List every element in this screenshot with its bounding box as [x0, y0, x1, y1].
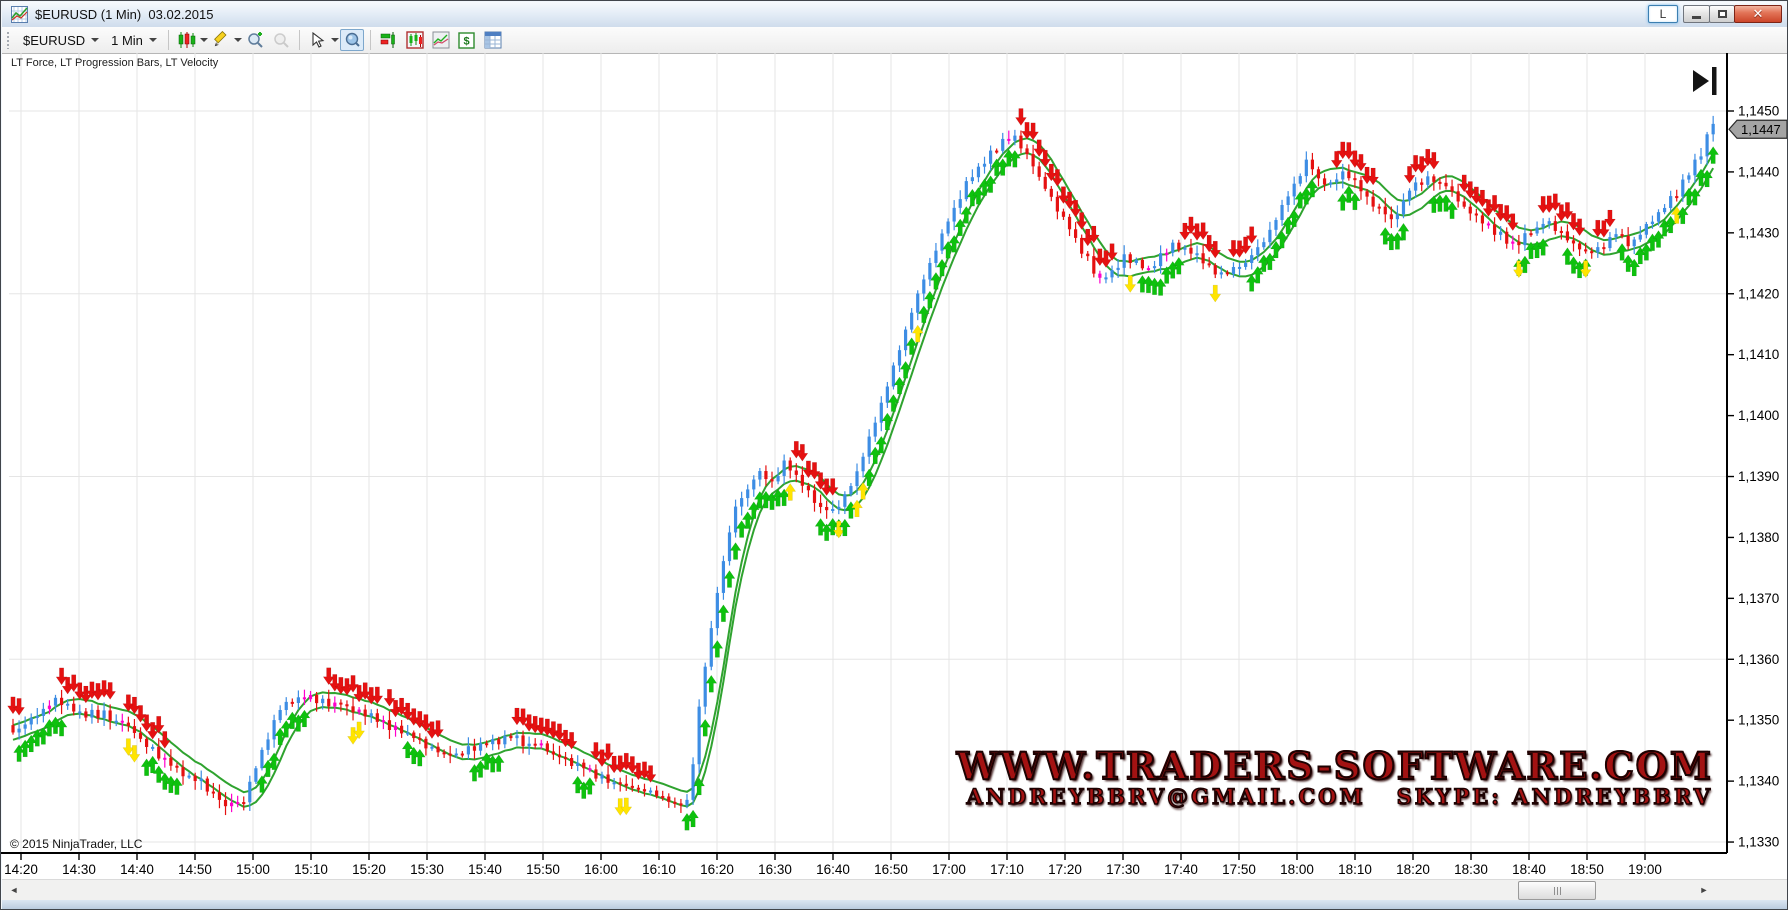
window-title: $EURUSD (1 Min) 03.02.2015 — [35, 7, 214, 22]
title-bar[interactable]: $EURUSD (1 Min) 03.02.2015 L ✕ — [2, 2, 1787, 28]
indicators-icon — [380, 32, 395, 48]
account-performance-button[interactable]: $ — [455, 29, 479, 51]
data-box-button[interactable] — [339, 29, 364, 51]
close-icon: ✕ — [1752, 6, 1764, 21]
cursor-icon — [312, 32, 325, 48]
scroll-left-arrow[interactable]: ◄ — [9, 885, 19, 895]
zoom-in-icon — [248, 32, 263, 48]
horizontal-scrollbar[interactable]: ◄ ► — [2, 879, 1787, 900]
chart-style-button[interactable] — [175, 29, 199, 51]
strategies-icon — [432, 31, 450, 49]
chevron-down-icon[interactable] — [199, 38, 208, 42]
zoom-out-icon — [274, 33, 289, 48]
data-grid-icon — [484, 31, 502, 49]
chevron-down-icon — [148, 38, 157, 42]
svg-text:$: $ — [464, 35, 470, 47]
toolbar-grip[interactable] — [6, 31, 11, 49]
scrollbar-thumb[interactable] — [1518, 881, 1596, 900]
toolbar: $EURUSD 1 Min — [2, 27, 1787, 54]
magnifier-icon — [345, 32, 360, 47]
interval-label: 1 Min — [111, 32, 143, 48]
cursor-button[interactable] — [306, 29, 330, 51]
candlestick-icon — [178, 32, 196, 48]
window-frame — [2, 899, 1787, 909]
toolbar-separator — [298, 30, 300, 50]
drawing-tools-button[interactable] — [209, 29, 233, 51]
toolbar-separator — [167, 30, 169, 50]
chart-analyzer-button[interactable] — [403, 29, 427, 51]
maximize-icon — [1717, 10, 1727, 18]
chevron-down-icon — [91, 38, 100, 42]
interval-dropdown[interactable]: 1 Min — [105, 31, 163, 50]
minimize-icon — [1692, 16, 1701, 19]
zoom-in-button[interactable] — [243, 29, 267, 51]
chart-analyzer-icon — [406, 31, 424, 49]
link-button[interactable]: L — [1648, 5, 1678, 23]
indicator-label: LT Force, LT Progression Bars, LT Veloci… — [11, 57, 219, 69]
strategies-button[interactable] — [429, 29, 453, 51]
toolbar-separator — [369, 30, 371, 50]
chevron-down-icon[interactable] — [233, 38, 242, 42]
zoom-out-button[interactable] — [269, 29, 293, 51]
watermark: WWW.TRADERS-SOFTWARE.COM ANDREYBBRV@GMAI… — [956, 744, 1713, 809]
dollar-icon: $ — [458, 31, 476, 49]
chart-window-icon — [11, 6, 28, 23]
minimize-button[interactable] — [1683, 5, 1710, 23]
indicators-button[interactable] — [377, 29, 401, 51]
chevron-down-icon[interactable] — [330, 38, 339, 42]
maximize-button[interactable] — [1709, 5, 1735, 23]
close-button[interactable]: ✕ — [1734, 5, 1782, 23]
data-grid-button[interactable] — [481, 29, 505, 51]
watermark-contact: ANDREYBBRV@GMAIL.COM SKYPE: ANDREYBBRV — [966, 783, 1713, 809]
pencil-icon — [213, 31, 227, 47]
copyright-label: © 2015 NinjaTrader, LLC — [10, 837, 143, 851]
instrument-dropdown[interactable]: $EURUSD — [17, 31, 105, 50]
scroll-right-arrow[interactable]: ► — [1699, 885, 1709, 895]
instrument-label: $EURUSD — [23, 32, 86, 48]
watermark-site: WWW.TRADERS-SOFTWARE.COM — [956, 744, 1713, 788]
